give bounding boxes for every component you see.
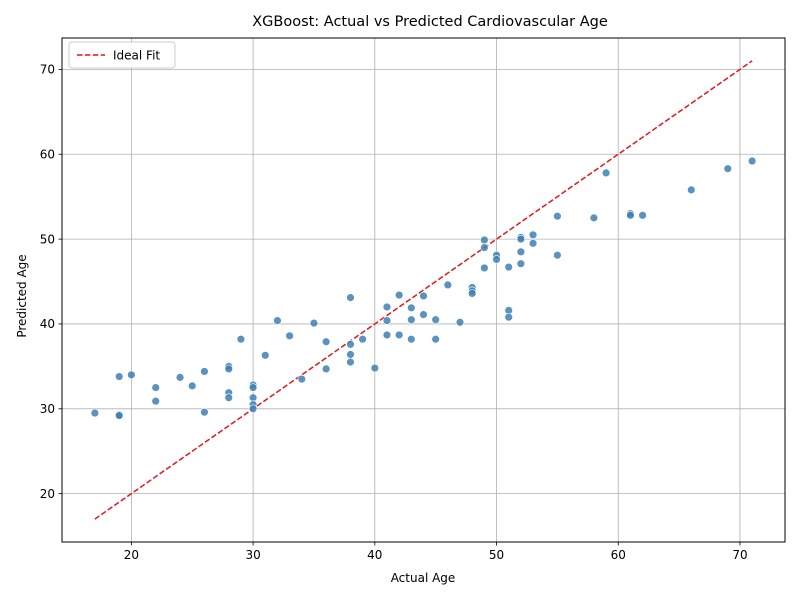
- data-point: [321, 364, 331, 374]
- data-point: [528, 239, 538, 248]
- data-point: [553, 211, 562, 221]
- data-point: [346, 357, 355, 367]
- data-point: [261, 351, 270, 360]
- data-point: [346, 340, 355, 349]
- data-point: [346, 350, 355, 359]
- y-tick-label: 40: [40, 317, 55, 331]
- grid: [62, 38, 785, 542]
- data-point: [175, 373, 185, 382]
- y-tick-label: 50: [40, 232, 55, 246]
- data-point: [516, 247, 526, 257]
- y-tick-label: 20: [40, 487, 55, 501]
- data-point: [358, 335, 367, 344]
- data-point: [115, 372, 124, 381]
- data-point: [528, 230, 538, 240]
- data-point: [285, 331, 294, 341]
- data-point: [467, 289, 477, 298]
- x-tick-label: 40: [367, 548, 382, 562]
- data-point: [200, 367, 209, 376]
- data-point: [687, 185, 696, 195]
- plot-frame: [61, 37, 786, 543]
- ideal-fit-line: [94, 60, 753, 520]
- x-tick-label: 50: [489, 548, 504, 562]
- legend: Ideal Fit: [68, 41, 176, 69]
- data-point: [504, 262, 513, 272]
- data-points: [90, 156, 757, 420]
- data-point: [407, 303, 416, 313]
- y-tick-label: 30: [40, 402, 55, 416]
- chart-title: XGBoost: Actual vs Predicted Cardiovascu…: [252, 14, 608, 30]
- data-point: [601, 168, 611, 178]
- data-point: [394, 290, 404, 300]
- data-point: [407, 335, 416, 344]
- data-point: [382, 302, 392, 312]
- legend-box: [68, 41, 176, 69]
- data-point: [723, 164, 732, 173]
- data-point: [553, 251, 562, 260]
- data-point: [236, 335, 246, 344]
- data-point: [273, 316, 282, 325]
- data-point: [589, 213, 599, 223]
- data-point: [90, 408, 100, 418]
- legend-ideal-fit-label: Ideal Fit: [113, 49, 160, 63]
- data-point: [394, 330, 404, 340]
- data-point: [516, 234, 526, 244]
- data-point: [516, 259, 526, 268]
- data-point: [151, 396, 160, 406]
- data-point: [248, 383, 258, 392]
- y-tick-label: 60: [40, 148, 55, 162]
- x-tick-label: 20: [124, 548, 139, 562]
- data-point: [431, 315, 440, 324]
- x-tick-label: 60: [611, 548, 626, 562]
- data-point: [480, 243, 489, 252]
- ideal-fit-line-layer: [94, 60, 753, 520]
- data-point: [224, 393, 233, 402]
- data-point: [127, 370, 136, 380]
- data-point: [248, 404, 258, 413]
- data-point: [309, 318, 319, 328]
- data-point: [407, 315, 416, 324]
- data-point: [480, 235, 489, 245]
- data-point: [419, 310, 428, 319]
- data-point: [382, 316, 392, 325]
- data-point: [115, 411, 124, 420]
- axis-ticks: 20 30 40 50 60 70 20 30 40 50 60 70: [40, 63, 748, 562]
- data-point: [321, 337, 331, 346]
- data-point: [188, 381, 197, 391]
- data-point: [626, 211, 635, 220]
- data-point: [346, 293, 355, 302]
- data-point: [747, 156, 757, 166]
- x-axis-label: Actual Age: [391, 571, 456, 585]
- y-tick-label: 70: [40, 63, 55, 77]
- data-point: [431, 335, 440, 344]
- data-point: [382, 330, 392, 340]
- data-point: [224, 364, 233, 374]
- data-point: [297, 374, 306, 384]
- data-point: [492, 255, 501, 264]
- data-point: [480, 263, 489, 273]
- x-tick-label: 30: [245, 548, 260, 562]
- data-point: [151, 383, 160, 392]
- data-point: [419, 291, 428, 301]
- data-point: [455, 318, 465, 327]
- data-point: [370, 363, 380, 373]
- data-point: [638, 211, 647, 220]
- data-point: [504, 312, 513, 322]
- data-point: [200, 407, 209, 417]
- data-point: [443, 280, 453, 290]
- x-tick-label: 70: [732, 548, 747, 562]
- y-axis-label: Predicted Age: [15, 254, 29, 337]
